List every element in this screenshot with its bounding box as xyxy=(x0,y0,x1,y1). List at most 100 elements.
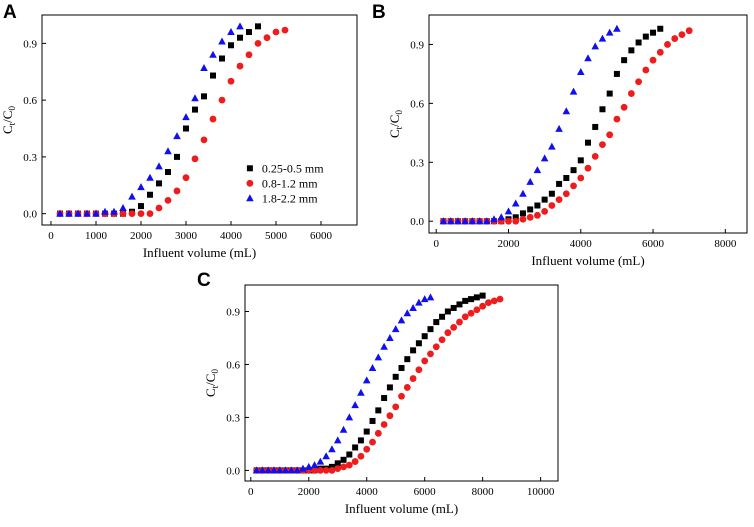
data-point-circle xyxy=(345,461,353,469)
legend-label: 0.8-1.2 mm xyxy=(262,176,318,190)
data-point-triangle xyxy=(454,217,462,225)
data-point-circle xyxy=(334,465,342,473)
data-point-circle xyxy=(432,343,440,351)
data-point-square xyxy=(527,206,534,213)
data-point-triangle xyxy=(409,303,417,311)
data-point-triangle xyxy=(439,217,448,225)
data-point-triangle xyxy=(490,215,498,223)
y-tick-label: 0.6 xyxy=(226,359,240,371)
y-title-c: C xyxy=(387,129,402,138)
data-point-circle xyxy=(357,452,365,460)
y-tick-label: 0.9 xyxy=(410,39,424,51)
data-point-circle xyxy=(415,366,423,374)
data-point-triangle xyxy=(540,154,549,162)
data-point-circle xyxy=(254,39,262,47)
data-point-square xyxy=(228,42,234,49)
data-point-triangle xyxy=(65,209,73,217)
y-tick-labels-a: 0.0 0.3 0.6 0.9 xyxy=(23,38,37,220)
data-point-triangle xyxy=(351,401,359,409)
data-point-square xyxy=(192,106,198,113)
data-point-triangle xyxy=(275,466,284,474)
data-point-square xyxy=(328,463,335,470)
data-point-triangle xyxy=(110,207,118,215)
data-point-triangle xyxy=(368,363,377,371)
data-point-triangle xyxy=(287,466,296,474)
y-tick-label: 0.6 xyxy=(23,95,37,107)
data-point-triangle xyxy=(345,413,354,421)
data-point-triangle xyxy=(137,183,145,191)
y-title-slash-c: /C xyxy=(203,374,218,386)
data-point-triangle xyxy=(56,209,64,217)
data-point-square xyxy=(340,456,347,463)
data-point-triangle xyxy=(83,209,91,217)
data-point-circle xyxy=(146,210,154,218)
x-tick-label: 2000 xyxy=(130,230,153,242)
data-point-square xyxy=(650,29,657,36)
data-point-circle xyxy=(555,196,563,204)
data-point-square xyxy=(381,395,388,402)
y-title-sub-t: t xyxy=(7,122,17,125)
data-point-circle xyxy=(450,323,458,331)
panel-letter-a: A xyxy=(3,2,17,23)
data-point-circle xyxy=(685,27,693,35)
data-point-circle xyxy=(635,78,642,86)
data-point-triangle xyxy=(605,28,614,36)
data-point-triangle xyxy=(446,217,455,225)
data-point-triangle xyxy=(328,445,336,453)
data-point-circle xyxy=(526,213,534,221)
data-point-square xyxy=(392,373,399,380)
data-point-triangle xyxy=(397,316,406,324)
data-point-circle xyxy=(642,66,650,74)
data-point-square xyxy=(386,384,393,391)
data-point-square xyxy=(606,90,613,97)
data-point-triangle xyxy=(483,217,491,225)
data-point-circle xyxy=(128,210,136,218)
data-point-circle xyxy=(227,77,235,85)
data-point-square xyxy=(444,308,451,315)
data-point-triangle xyxy=(236,22,244,30)
panel-letter-b: B xyxy=(372,2,386,23)
x-tick-label: 6000 xyxy=(414,486,437,498)
x-tick-labels-b: 0 2000 4000 6000 8000 xyxy=(433,238,736,250)
data-point-triangle xyxy=(191,94,199,102)
data-points-a xyxy=(56,22,289,218)
data-point-circle xyxy=(606,131,614,139)
x-tick-label: 10000 xyxy=(527,486,555,498)
data-point-triangle xyxy=(316,457,325,465)
x-tick-label: 6000 xyxy=(310,230,333,242)
data-point-triangle xyxy=(362,376,371,384)
data-point-circle xyxy=(119,210,127,218)
y-title-sub-0: 0 xyxy=(394,110,404,115)
data-point-square xyxy=(519,210,526,217)
data-point-circle xyxy=(409,375,417,382)
data-point-circle xyxy=(218,96,226,104)
y-title-c: C xyxy=(0,125,15,134)
data-point-triangle xyxy=(209,50,217,58)
plot-frame-a xyxy=(41,14,358,226)
y-tick-label: 0.0 xyxy=(410,216,424,228)
data-point-circle xyxy=(386,412,394,420)
y-axis-title-a: Ct/C0 xyxy=(0,106,17,134)
data-point-square xyxy=(147,191,153,198)
y-tick-label: 0.6 xyxy=(410,98,424,110)
plot-frame-b xyxy=(428,14,748,234)
y-title-sub-0: 0 xyxy=(7,106,17,111)
data-point-square xyxy=(439,313,446,320)
data-point-circle xyxy=(548,202,556,209)
data-point-square xyxy=(473,294,480,301)
data-point-square xyxy=(556,180,563,187)
data-point-triangle xyxy=(128,192,136,200)
data-point-triangle xyxy=(264,466,272,474)
data-point-square xyxy=(210,72,216,79)
data-point-triangle xyxy=(613,24,621,32)
x-tick-labels-a: 0 1000 2000 3000 4000 5000 6000 xyxy=(48,230,332,242)
data-point-square xyxy=(468,296,475,303)
y-tick-label: 0.3 xyxy=(410,157,424,169)
data-point-triangle xyxy=(119,203,127,211)
data-point-square xyxy=(174,153,180,160)
data-point-triangle xyxy=(504,207,513,215)
data-point-triangle xyxy=(519,189,527,197)
data-point-circle xyxy=(182,174,190,182)
data-point-square xyxy=(548,190,555,197)
data-point-circle xyxy=(519,215,527,223)
